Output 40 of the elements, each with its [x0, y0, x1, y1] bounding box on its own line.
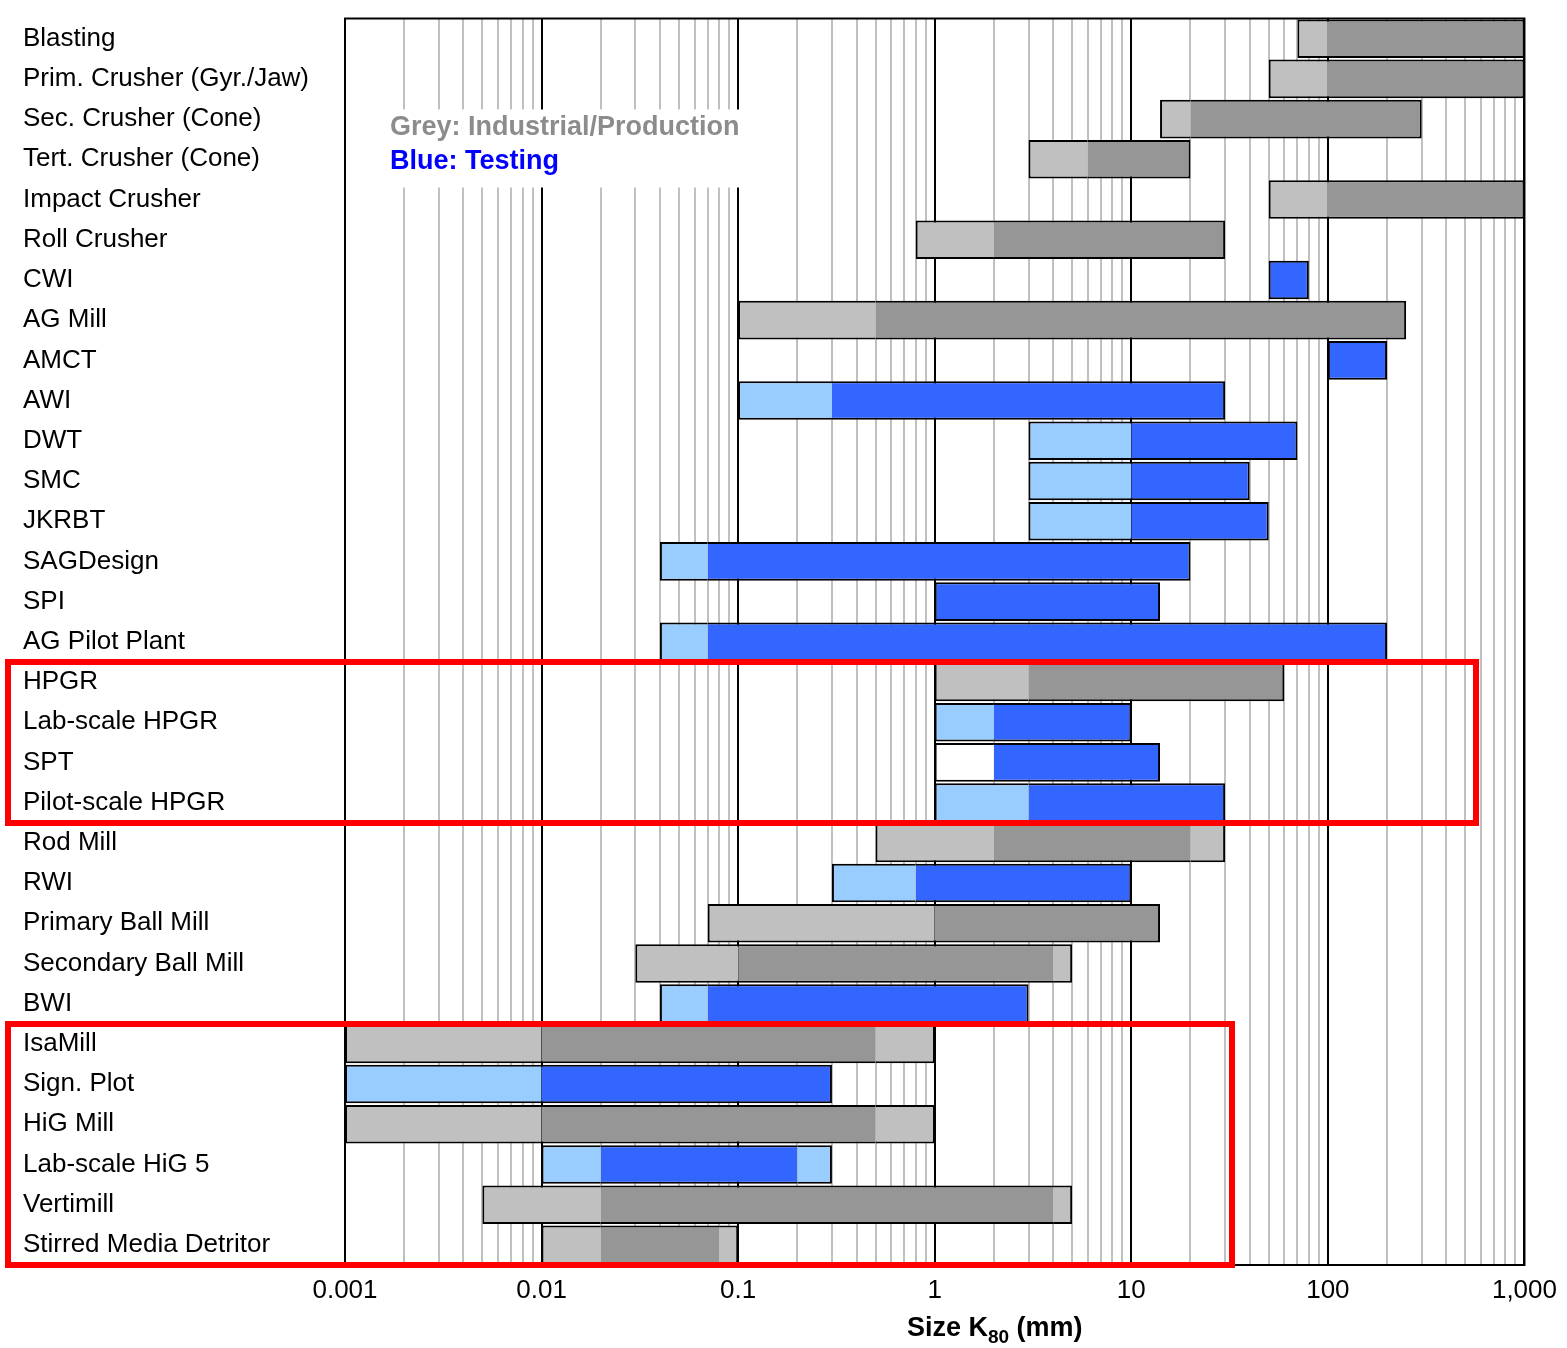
- y-tick-label: Roll Crusher: [23, 222, 168, 253]
- y-tick-label: Secondary Ball Mill: [23, 946, 245, 977]
- y-tick-label: Rod Mill: [23, 826, 117, 856]
- y-tick-label: SPT: [23, 745, 74, 776]
- y-tick-label: Primary Ball Mill: [23, 906, 210, 937]
- y-tick-label: HPGR: [23, 665, 99, 696]
- y-tick-label: AG Pilot Plant: [23, 624, 186, 655]
- y-tick-label: Prim. Crusher (Gyr./Jaw): [23, 62, 310, 93]
- y-tick-label: IsaMill: [23, 1027, 97, 1058]
- x-tick-label: 0.001: [312, 1273, 378, 1304]
- x-tick-label: 1,000: [1491, 1273, 1558, 1304]
- y-tick-label: Stirred Media Detritor: [23, 1228, 271, 1259]
- y-tick-label: Vertimill: [23, 1187, 115, 1218]
- x-tick-label: 0.01: [516, 1273, 567, 1304]
- x-tick-label: 1: [927, 1273, 942, 1304]
- annotation: Blue: Testing: [390, 144, 560, 175]
- y-tick-label: DWT: [23, 423, 83, 454]
- y-tick-label: Pilot-scale HPGR: [23, 785, 226, 816]
- y-tick-label: AMCT: [23, 343, 97, 374]
- y-tick-label: SPI: [23, 584, 65, 615]
- annotation: Grey: Industrial/Production: [390, 110, 740, 141]
- y-tick-label: AWI: [23, 383, 72, 414]
- y-tick-label: Sign. Plot: [23, 1067, 136, 1098]
- y-tick-label: Lab-scale HPGR: [23, 705, 219, 736]
- y-tick-label: BWI: [23, 986, 73, 1017]
- y-tick-label: HiG Mill: [23, 1107, 114, 1138]
- y-tick-label: SAGDesign: [23, 544, 159, 575]
- y-tick-label: SMC: [23, 464, 81, 495]
- y-tick-label: Tert. Crusher (Cone): [23, 142, 260, 173]
- y-tick-label: Sec. Crusher (Cone): [23, 102, 262, 133]
- x-tick-label: 10: [1116, 1273, 1146, 1304]
- y-tick-label: CWI: [23, 263, 74, 294]
- x-tick-label: 100: [1306, 1273, 1350, 1304]
- y-tick-label: Blasting: [23, 21, 116, 52]
- x-tick-label: 0.1: [720, 1273, 757, 1304]
- y-tick-label: AG Mill: [23, 303, 107, 334]
- y-tick-label: Lab-scale HiG 5: [23, 1147, 210, 1178]
- y-tick-label: RWI: [23, 866, 74, 897]
- y-tick-label: JKRBT: [23, 504, 106, 535]
- y-tick-label: Impact Crusher: [23, 182, 202, 213]
